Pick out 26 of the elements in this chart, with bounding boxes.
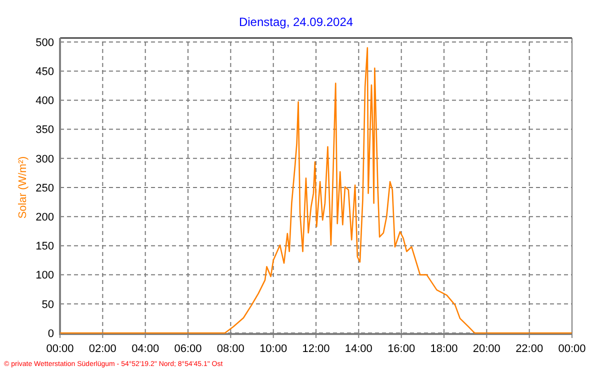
x-tick-label: 08:00 — [216, 343, 244, 355]
y-axis-title: Solar (W/m²) — [17, 156, 29, 219]
x-tick-label: 20:00 — [472, 343, 500, 355]
x-tick-label: 00:00 — [558, 343, 586, 355]
y-tick-label: 150 — [36, 240, 54, 253]
x-tick-label: 06:00 — [174, 343, 202, 355]
y-tick-label: 50 — [42, 298, 54, 311]
y-tick-label: 500 — [36, 36, 54, 49]
x-tick-label: 02:00 — [88, 343, 116, 355]
x-tick-label: 10:00 — [260, 343, 288, 355]
y-tick-label: 350 — [36, 124, 54, 136]
x-tick-label: 14:00 — [344, 343, 372, 355]
x-tick-label: 04:00 — [132, 343, 160, 355]
y-tick-label: 100 — [36, 270, 54, 282]
y-tick-label: 250 — [36, 182, 54, 194]
x-tick-label: 00:00 — [46, 343, 74, 355]
y-tick-label: 200 — [36, 211, 54, 224]
y-tick-label: 0 — [48, 328, 54, 340]
x-tick-label: 22:00 — [516, 343, 544, 355]
x-tick-label: 12:00 — [302, 343, 330, 355]
x-tick-label: 18:00 — [430, 343, 458, 355]
chart-title: Dienstag, 24.09.2024 — [238, 15, 354, 29]
y-tick-label: 450 — [36, 66, 54, 78]
y-tick-label: 400 — [36, 95, 54, 108]
x-tick-label: 16:00 — [388, 343, 416, 355]
y-tick-label: 300 — [36, 153, 54, 166]
